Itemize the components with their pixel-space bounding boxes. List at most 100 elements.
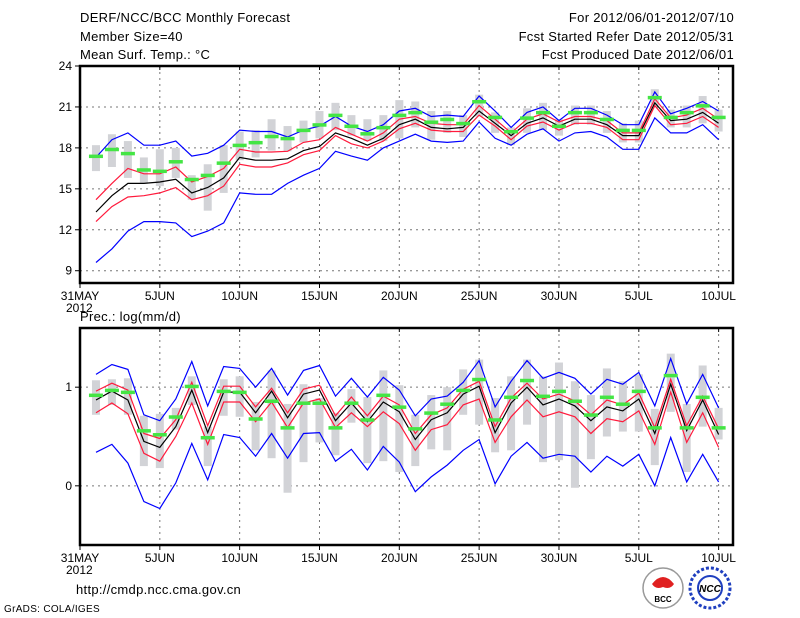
observation-marker <box>120 390 135 395</box>
x-tick-label: 20JUN <box>381 551 418 565</box>
observation-marker <box>536 110 551 115</box>
observation-marker <box>376 125 391 130</box>
x-tick-year: 2012 <box>66 563 93 577</box>
observation-marker <box>168 415 183 419</box>
ensemble-range-box <box>363 119 372 142</box>
observation-marker <box>248 140 263 145</box>
ensemble-range-box <box>650 408 659 466</box>
ensemble-range-box <box>155 149 164 187</box>
x-tick-label: 20JUN <box>381 289 418 303</box>
y-tick-label: 24 <box>59 59 73 73</box>
member-size: Member Size=40 <box>80 29 183 44</box>
observation-marker <box>679 426 694 430</box>
observation-marker <box>360 418 375 422</box>
observation-marker <box>551 124 566 129</box>
observation-marker <box>104 388 119 393</box>
y-tick-label: 18 <box>59 141 73 155</box>
observation-marker <box>408 110 423 115</box>
series-median-line <box>95 382 720 449</box>
observation-marker <box>120 151 135 156</box>
produced-date: Fcst Produced Date 2012/06/01 <box>541 47 734 62</box>
y-tick-label: 12 <box>59 223 73 237</box>
observation-marker <box>631 389 646 394</box>
series-upper-line <box>95 97 719 201</box>
observation-marker <box>184 384 199 389</box>
ensemble-range-box <box>427 111 436 140</box>
observation-marker <box>280 426 295 430</box>
observation-marker <box>472 377 487 382</box>
x-tick-label: 10JUN <box>221 551 258 565</box>
ensemble-range-box <box>283 403 292 493</box>
observation-marker <box>264 399 279 403</box>
website-url: http://cmdp.ncc.cma.gov.cn <box>76 582 242 597</box>
observation-marker <box>168 160 183 164</box>
y-tick-label: 0 <box>65 479 72 493</box>
observation-marker <box>567 399 582 403</box>
observation-marker <box>344 401 359 405</box>
observation-marker <box>440 402 455 406</box>
ensemble-range-box <box>443 387 452 451</box>
series-lower-line <box>95 390 720 462</box>
observation-marker <box>184 177 199 182</box>
x-tick-label: 30JUN <box>541 289 578 303</box>
precip-label: Prec.: log(mm/d) <box>80 309 181 324</box>
observation-marker <box>88 393 103 398</box>
ensemble-range-box <box>267 370 276 459</box>
chart-title: DERF/NCC/BCC Monthly Forecast <box>80 10 291 25</box>
observation-marker <box>504 395 519 400</box>
observation-marker <box>679 110 694 115</box>
ensemble-range-box <box>682 105 691 128</box>
y-tick-label: 1 <box>65 380 72 394</box>
x-tick-label: 5JUN <box>145 551 175 565</box>
start-date: Fcst Started Refer Date 2012/05/31 <box>518 29 734 44</box>
x-tick-label: 10JUN <box>221 289 258 303</box>
observation-marker <box>136 429 151 433</box>
observation-marker <box>488 115 503 120</box>
ensemble-range-box <box>395 385 404 473</box>
forecast-period: For 2012/06/01-2012/07/10 <box>568 10 734 25</box>
series-upper-line <box>95 377 720 440</box>
observation-marker <box>312 123 327 127</box>
observation-marker <box>200 173 215 178</box>
observation-marker <box>424 411 439 415</box>
observation-marker <box>551 389 566 394</box>
ensemble-range-box <box>682 403 691 473</box>
observation-marker <box>376 393 391 398</box>
ensemble-range-box <box>91 380 100 415</box>
observation-marker <box>232 390 247 395</box>
ensemble-range-box <box>315 398 324 443</box>
ensemble-range-box <box>459 115 468 137</box>
series-min-line <box>95 116 720 263</box>
observation-marker <box>264 134 279 139</box>
observation-marker <box>567 110 582 115</box>
ensemble-range-box <box>123 141 132 178</box>
observation-marker <box>663 115 678 120</box>
ensemble-range-box <box>570 105 579 125</box>
y-tick-label: 15 <box>59 182 73 196</box>
ensemble-range-box <box>155 413 164 469</box>
ensemble-range-box <box>251 401 260 451</box>
observation-marker <box>296 128 311 133</box>
ensemble-range-box <box>539 376 548 463</box>
observation-marker <box>440 117 455 122</box>
x-tick-label: 5JUN <box>145 289 175 303</box>
ensemble-range-box <box>714 109 723 132</box>
observation-marker <box>104 147 119 152</box>
observation-marker <box>520 116 535 120</box>
observation-marker <box>599 117 614 122</box>
observation-marker <box>136 168 151 172</box>
ensemble-range-box <box>411 101 420 128</box>
observation-marker <box>344 124 359 129</box>
observation-marker <box>392 113 407 118</box>
ensemble-range-box <box>586 395 595 460</box>
series-lower-line <box>95 104 719 223</box>
observation-marker <box>360 132 375 136</box>
observation-marker <box>232 143 247 148</box>
ensemble-range-box <box>602 111 611 133</box>
observation-marker <box>328 426 343 430</box>
ensemble-range-box <box>523 108 532 133</box>
observation-marker <box>583 110 598 115</box>
